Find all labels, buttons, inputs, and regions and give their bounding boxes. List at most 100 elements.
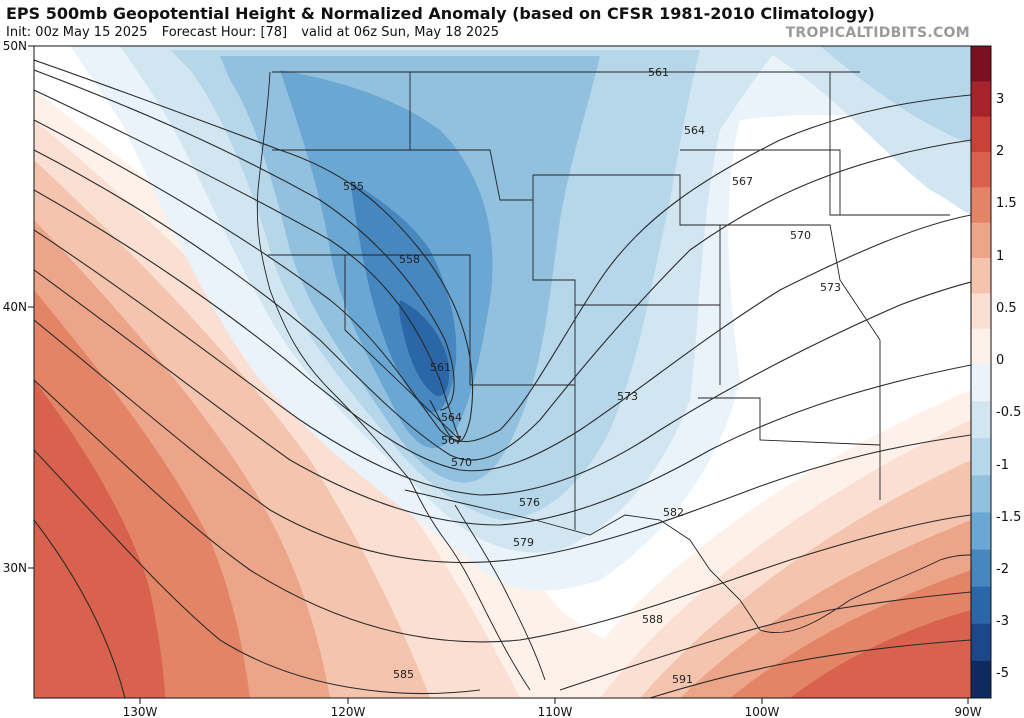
colorbar-label: 1.5 [996,196,1017,211]
cool-anomaly-band [820,46,971,144]
contour-label: 558 [399,253,420,266]
contour-line [34,449,481,695]
contour-line [34,89,461,441]
colorbar-segment [971,152,991,188]
state-line [829,72,950,216]
colorbar-segment [971,258,991,294]
colorbar-segment [971,187,991,224]
colorbar-label: 1 [996,249,1004,264]
colorbar-segment [971,549,991,588]
colorbar-segment [971,623,991,662]
colorbar [970,45,992,699]
colorbar-segment [971,46,991,82]
contour-line [649,639,971,698]
pacific-coastline [256,71,531,691]
contour-label: 570 [451,456,472,469]
map-subtitle: Init: 00z May 15 2025 Forecast Hour: [78… [6,25,509,40]
warm-anomaly-band [790,610,971,698]
contour-label: 579 [513,536,534,549]
colorbar-segment [971,81,991,118]
colorbar-frame [970,45,992,699]
colorbar-segment [971,586,991,625]
state-line [344,255,461,441]
contour-label: 591 [672,673,693,686]
lon-label: 110W [538,705,573,718]
longitude-axis: 130W 120W 110W 100W 90W [123,698,982,718]
map-title: EPS 500mb Geopotential Height & Normaliz… [6,4,875,23]
contour-line [34,519,126,698]
init-time: Init: 00z May 15 2025 [6,25,148,40]
contour-line [34,319,971,564]
state-line [533,174,721,385]
colorbar-segment [971,660,991,699]
contour-label: 585 [393,668,414,681]
contour-label: 567 [441,434,462,447]
colorbar-label: 2 [996,144,1004,159]
lat-label: 30N [3,561,27,575]
colorbar-segment [971,475,991,513]
colorbar-label: 3 [996,92,1004,107]
state-line [410,149,533,201]
contour-label: 555 [343,180,364,193]
lon-label: 120W [331,705,366,718]
colorbar-label: -1.5 [996,510,1021,525]
height-contours [34,59,971,698]
contour-label: 564 [441,411,462,424]
contour-label: 570 [790,229,811,242]
colorbar-labels: 3 2 1.5 1 0.5 0 -0.5 -1 -1.5 -2 -3 -5 [996,92,1021,681]
warm-anomaly-band [34,380,165,698]
colorbar-label: -1 [996,458,1009,473]
colorbar-segment [971,401,991,439]
contour-line [34,229,971,496]
colorbar-segment [971,364,991,402]
colorbar-segment [971,328,991,365]
colorbar-segment [971,222,991,259]
mexico-border [404,489,761,631]
colorbar-label: -0.5 [996,405,1021,420]
geography-outlines [256,71,971,691]
contour-label: 588 [642,613,663,626]
lon-label: 130W [123,705,158,718]
contour-line [34,189,971,472]
forecast-hour: Forecast Hour: [78] [161,25,288,40]
latitude-axis: 50N 40N 30N [3,39,34,575]
state-line [268,254,471,385]
contour-line [559,591,971,691]
colorbar-segment [971,438,991,476]
contour-label: 564 [684,124,705,137]
contour-label: 573 [617,390,638,403]
state-line [720,224,881,341]
contour-label: 582 [663,506,684,519]
contour-line [34,69,455,411]
gulf-coast [759,554,971,634]
contour-label: 567 [732,175,753,188]
state-line [532,175,576,385]
contour-label: 561 [430,361,451,374]
lat-label: 50N [3,39,27,53]
contour-label: 573 [820,281,841,294]
contour-line [34,379,971,643]
lon-label: 100W [745,705,780,718]
contour-label: 576 [519,496,540,509]
lat-label: 40N [3,300,27,314]
colorbar-label: -2 [996,562,1009,577]
brand-watermark: TROPICALTIDBITS.COM [785,25,970,41]
contour-line [34,269,971,526]
contour-labels: 561 564 567 570 573 555 558 561 564 567 … [343,66,841,686]
colorbar-label: 0.5 [996,301,1017,316]
valid-time: valid at 06z Sun, May 18 2025 [301,25,500,40]
colorbar-segment [971,512,991,551]
colorbar-segment [971,293,991,330]
lon-label: 90W [954,705,981,718]
contour-line [34,94,971,443]
contour-label: 561 [648,66,669,79]
colorbar-label: -3 [996,614,1009,629]
colorbar-segment [971,116,991,153]
contour-line [34,59,474,443]
colorbar-label: -5 [996,666,1009,681]
colorbar-label: 0 [996,353,1004,368]
gulf-of-california-coast [454,504,546,681]
state-line [680,149,841,215]
state-line [698,397,881,446]
